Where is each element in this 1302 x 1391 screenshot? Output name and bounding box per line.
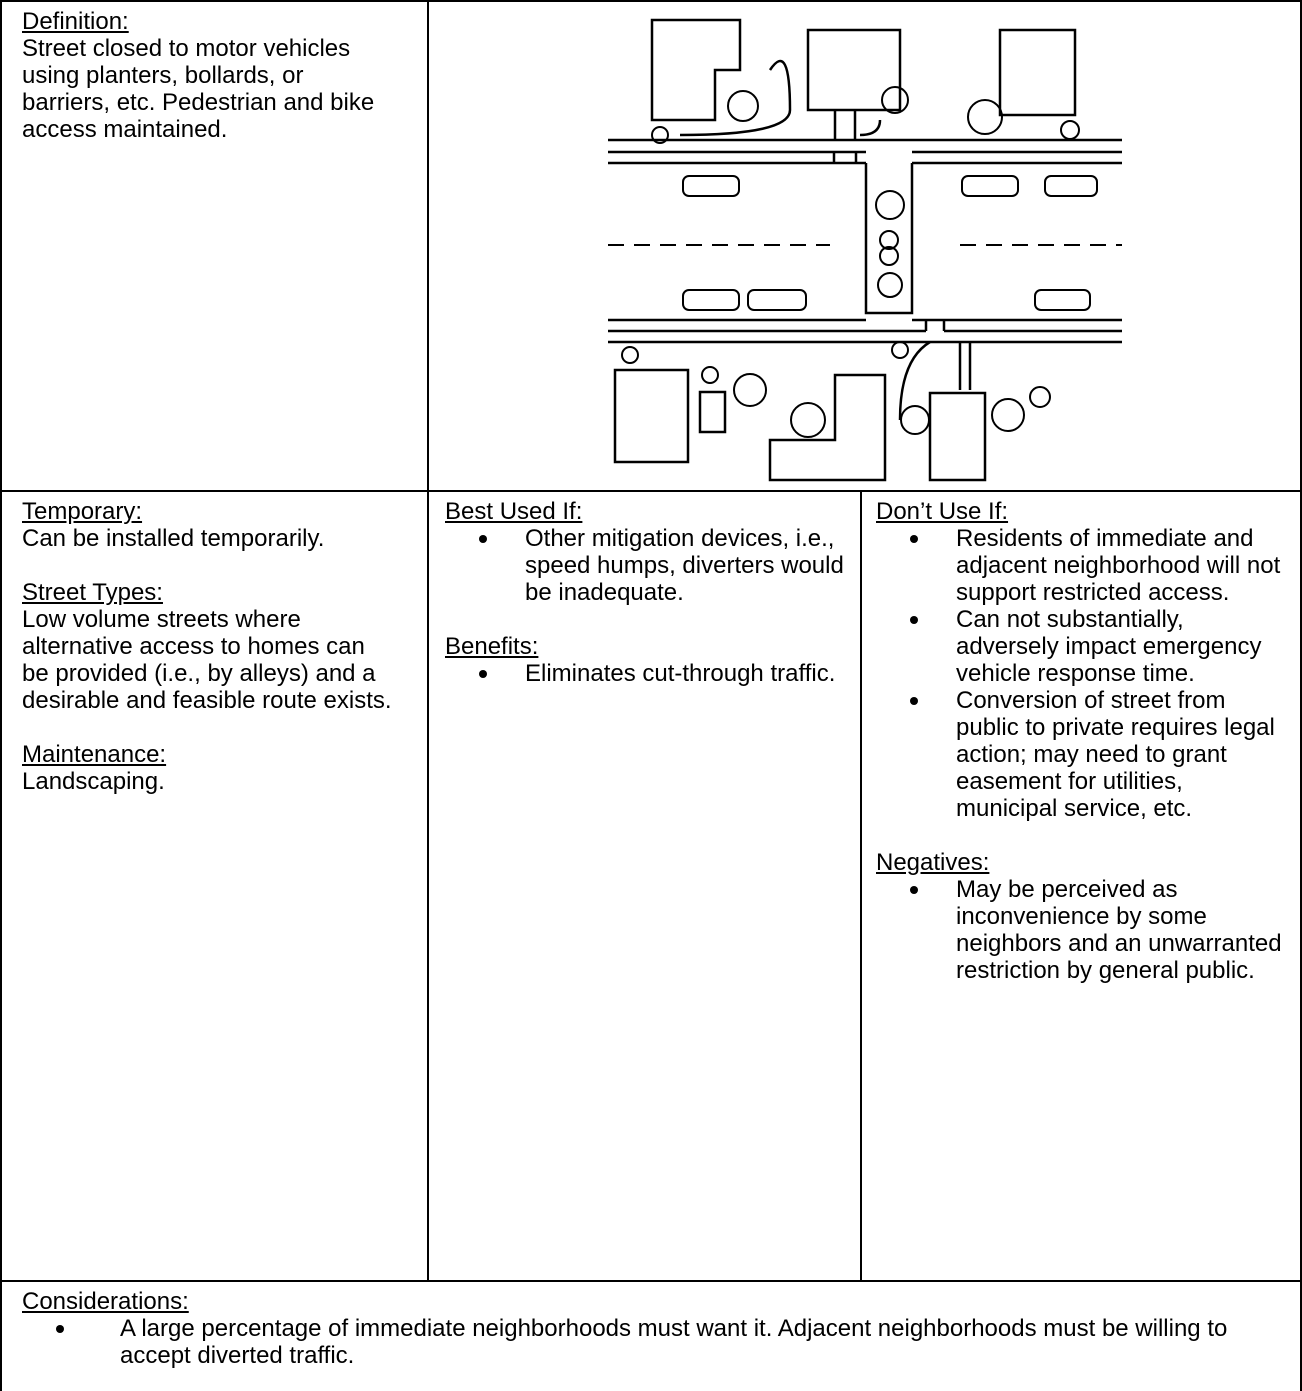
heading: Definition:: [22, 8, 129, 35]
dont-use-cell: Don’t Use If: Residents of immediate and…: [860, 490, 1302, 1282]
text: Low volume streets where alternative acc…: [22, 606, 392, 714]
illustration-cell: [427, 0, 1302, 492]
street-closure-illustration: [608, 18, 1122, 482]
heading: Benefits:: [445, 633, 539, 660]
heading: Negatives:: [876, 849, 990, 876]
heading: Considerations:: [22, 1288, 189, 1315]
heading: Maintenance:: [22, 741, 167, 768]
text: Landscaping.: [22, 768, 165, 795]
general-cell: Temporary: Can be installed temporarily.…: [0, 490, 429, 1282]
list-item: Eliminates cut-through traffic.: [445, 660, 844, 687]
definition-cell: Definition: Street closed to motor vehic…: [0, 0, 429, 492]
text: Can be installed temporarily.: [22, 525, 325, 552]
heading: Street Types:: [22, 579, 163, 606]
list-item: Residents of immediate and adjacent neig…: [876, 525, 1290, 606]
heading: Best Used If:: [445, 498, 583, 525]
heading: Temporary:: [22, 498, 143, 525]
list-item: A large percentage of immediate neighbor…: [22, 1315, 1280, 1369]
heading: Don’t Use If:: [876, 498, 1009, 525]
list-item: Can not substantially, adversely impact …: [876, 606, 1290, 687]
text: Street closed to motor vehicles using pl…: [22, 35, 375, 143]
best-used-cell: Best Used If: Other mitigation devices, …: [427, 490, 862, 1282]
list-item: Conversion of street from public to priv…: [876, 687, 1290, 822]
considerations-cell: Considerations: A large percentage of im…: [0, 1280, 1302, 1391]
list-item: Other mitigation devices, i.e., speed hu…: [445, 525, 844, 606]
list-item: May be perceived as inconvenience by som…: [876, 876, 1290, 984]
